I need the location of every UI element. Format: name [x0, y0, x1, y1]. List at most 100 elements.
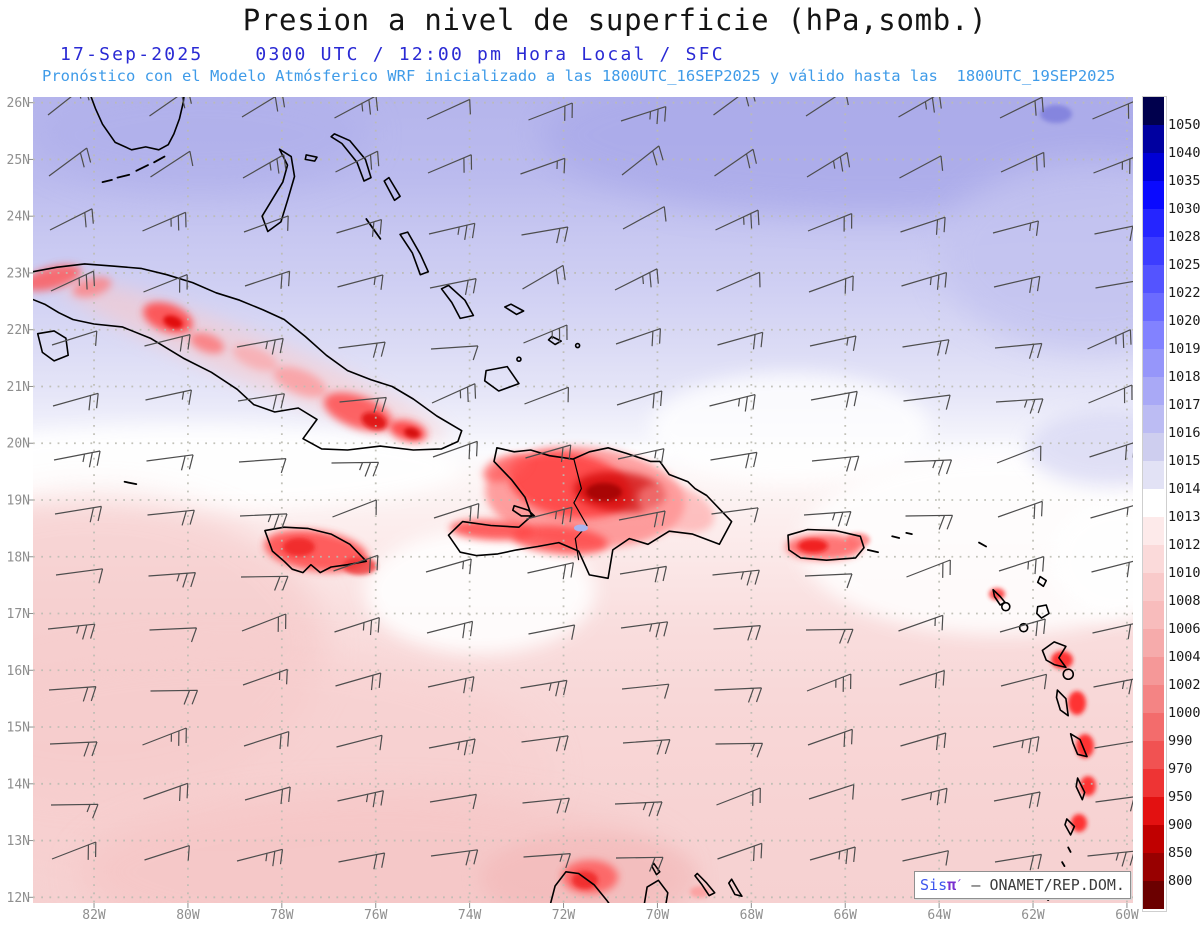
wind-barb: [427, 676, 475, 694]
coastline-andros: [261, 148, 296, 233]
wind-barb: [142, 211, 187, 232]
wind-barb: [521, 735, 569, 752]
wind-barb: [520, 157, 566, 175]
wind-barb: [522, 264, 566, 290]
coastline-islet: [516, 356, 522, 363]
wind-barb: [1094, 225, 1133, 242]
sispi-logo-pi: π: [947, 876, 957, 894]
wind-barb: [334, 617, 380, 636]
coastline-cay: [866, 549, 879, 554]
wind-barb: [142, 727, 187, 746]
colorbar-label: 1013: [1168, 509, 1200, 525]
wind-barb: [241, 97, 286, 118]
wind-barb: [48, 686, 97, 702]
wind-barb: [53, 450, 101, 468]
wind-barb: [617, 448, 665, 464]
coastline-cuba: [33, 263, 463, 451]
lat-tick-label: 16N: [7, 664, 30, 679]
colorbar-segment: [1143, 657, 1164, 685]
pressure-low-blob: [189, 332, 225, 354]
wind-barb: [715, 209, 760, 231]
pressure-low-blob: [361, 412, 387, 430]
wind-barb: [804, 573, 853, 589]
wind-barb: [428, 738, 476, 756]
wind-barb: [428, 222, 476, 240]
wind-barb: [903, 394, 951, 410]
wind-barb: [336, 734, 383, 751]
colorbar-label: 1022: [1168, 285, 1200, 301]
wind-barb: [994, 342, 1043, 359]
colorbar-segment: [1143, 377, 1164, 405]
sispi-logo-accent: ´: [955, 878, 963, 892]
wind-barb: [614, 268, 659, 291]
field-patch: [540, 97, 1133, 215]
field-patch: [650, 373, 930, 483]
wind-barb: [902, 339, 950, 356]
wind-barb: [149, 97, 192, 117]
wind-barb: [714, 687, 763, 703]
coastline-crooked: [440, 284, 475, 320]
border-haiti-dr: [573, 458, 588, 561]
wind-barb: [714, 148, 757, 177]
wind-barb: [999, 97, 1044, 119]
pressure-low-blob: [273, 366, 327, 398]
colorbar-segment: [1143, 517, 1164, 545]
colorbar-segment: [1143, 237, 1164, 265]
wind-barb: [713, 97, 756, 116]
pressure-low-blob: [572, 871, 598, 889]
wind-barb: [241, 613, 287, 632]
coastline-stvincent: [1064, 818, 1076, 836]
field-patch: [33, 426, 460, 510]
wind-barb: [713, 625, 761, 641]
wind-barb: [144, 334, 191, 352]
lon-tick-label: 68W: [740, 908, 764, 923]
wind-barb: [621, 145, 664, 176]
coastline-cay: [1067, 846, 1072, 853]
wind-barb: [618, 510, 666, 528]
wind-barb: [523, 853, 571, 869]
pressure-low-blob: [404, 427, 420, 439]
wind-barb: [242, 668, 288, 686]
wind-barb: [1092, 623, 1133, 640]
wind-barb: [49, 208, 94, 231]
wind-barb: [55, 568, 104, 584]
wind-barb: [244, 270, 291, 289]
wind-barb: [1000, 673, 1048, 690]
wind-barb: [904, 459, 953, 475]
wind-barb: [51, 330, 98, 346]
wind-barb: [237, 393, 285, 410]
wind-barb: [999, 618, 1046, 637]
coastline-islet: [1018, 622, 1029, 633]
wind-barb: [716, 787, 761, 806]
wind-barb: [992, 220, 1039, 236]
wind-barb: [522, 797, 570, 814]
coastline-bonaire: [728, 878, 743, 897]
wind-barb: [523, 324, 568, 344]
wind-barb: [1091, 560, 1133, 578]
wind-barb: [148, 572, 196, 588]
wind-barb: [899, 155, 944, 179]
colorbar-label: 1025: [1168, 257, 1200, 273]
wind-barb: [807, 213, 853, 232]
wind-barb: [431, 383, 477, 404]
wind-barb: [619, 565, 667, 583]
wind-barb: [528, 102, 573, 121]
wind-barb: [1089, 442, 1133, 461]
wind-barb: [992, 736, 1040, 754]
colorbar-segment: [1143, 629, 1164, 657]
colorbar-segment: [1143, 293, 1164, 321]
colorbar-segment: [1143, 461, 1164, 489]
colorbar-segment: [1143, 601, 1164, 629]
lat-tick-label: 15N: [7, 721, 30, 736]
pressure-low-blob: [450, 519, 534, 541]
coastline-cay: [153, 155, 166, 164]
wind-barb: [239, 513, 288, 529]
coastline-cay: [116, 173, 131, 179]
wind-barb: [50, 270, 95, 292]
lon-tick-label: 66W: [833, 908, 857, 923]
colorbar-segment: [1143, 125, 1164, 153]
coastline-eleuthera: [330, 133, 372, 182]
wind-barb: [712, 569, 760, 586]
wind-barb: [806, 673, 852, 692]
wind-barb: [614, 801, 663, 817]
